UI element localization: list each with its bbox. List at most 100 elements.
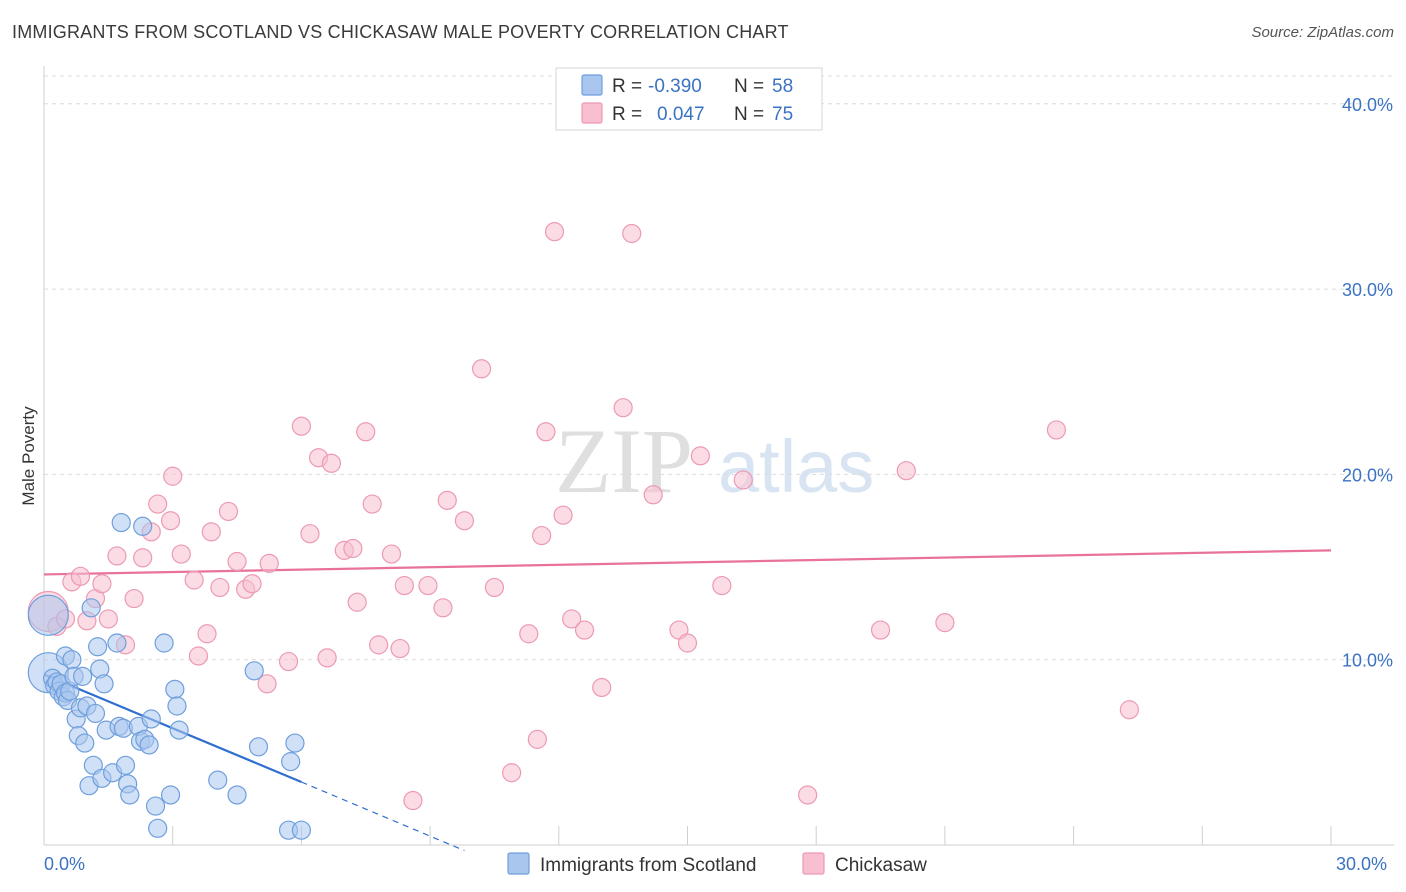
point-chickasaw-31 <box>300 524 320 544</box>
point-scotland-46 <box>160 785 181 805</box>
point-scotland-23 <box>85 703 106 724</box>
watermark-atlas: atlas <box>718 425 874 508</box>
point-chickasaw-9 <box>107 546 127 566</box>
point-scotland-24 <box>88 637 108 657</box>
point-chickasaw-20 <box>197 624 217 644</box>
point-chickasaw-27 <box>257 674 277 694</box>
point-chickasaw-30 <box>291 416 311 436</box>
point-chickasaw-72 <box>1046 420 1067 440</box>
point-scotland-18 <box>75 733 95 753</box>
point-scotland-35 <box>120 785 140 805</box>
point-chickasaw-16 <box>163 466 183 486</box>
point-chickasaw-74 <box>403 790 423 811</box>
point-chickasaw-70 <box>896 461 916 481</box>
bottom-legend-swatch-blue <box>507 852 530 875</box>
point-chickasaw-11 <box>124 588 144 609</box>
legend-n-value-2: 75 <box>772 104 793 125</box>
point-chickasaw-58 <box>574 620 595 640</box>
point-chickasaw-14 <box>148 494 168 514</box>
point-scotland-44 <box>148 818 168 838</box>
point-scotland-27 <box>94 674 114 694</box>
point-chickasaw-59 <box>592 677 612 698</box>
point-chickasaw-15 <box>160 511 181 531</box>
point-chickasaw-38 <box>356 422 376 442</box>
legend-r-value-1: -0.390 <box>648 76 702 97</box>
point-scotland-56 <box>285 733 305 753</box>
point-chickasaw-60 <box>613 398 633 418</box>
point-chickasaw-18 <box>184 570 204 590</box>
point-chickasaw-22 <box>210 577 230 598</box>
bottom-legend-label-scotland: Immigrants from Scotland <box>540 855 756 876</box>
point-chickasaw-17 <box>171 544 191 564</box>
point-chickasaw-64 <box>677 633 698 653</box>
point-chickasaw-46 <box>437 490 457 510</box>
point-scotland-47 <box>165 679 185 699</box>
point-scotland-21 <box>81 598 101 618</box>
trend-lines <box>43 549 1332 852</box>
point-scotland-39 <box>133 516 153 536</box>
point-scotland-57 <box>291 820 311 840</box>
point-chickasaw-66 <box>712 575 732 596</box>
point-chickasaw-21 <box>201 522 221 542</box>
point-chickasaw-55 <box>544 222 565 242</box>
point-scotland-49 <box>169 720 189 740</box>
point-scotland-17 <box>73 666 93 686</box>
y-tick-label-30: 30.0% <box>1342 280 1393 300</box>
point-chickasaw-23 <box>218 501 239 522</box>
point-chickasaw-29 <box>278 651 299 672</box>
point-chickasaw-36 <box>343 538 363 559</box>
point-chickasaw-43 <box>394 575 414 596</box>
chart-title: IMMIGRANTS FROM SCOTLAND VS CHICKASAW MA… <box>12 22 789 42</box>
y-tick-label-20: 20.0% <box>1342 465 1393 485</box>
point-scotland-48 <box>167 696 187 716</box>
x-tick-label-min: 0.0% <box>44 854 85 874</box>
point-chickasaw-26 <box>242 574 262 594</box>
x-tick-label-max: 30.0% <box>1336 854 1387 874</box>
bottom-legend-swatch-pink <box>802 852 825 875</box>
point-chickasaw-61 <box>622 223 642 244</box>
correlation-legend: R = -0.390 N = 58 R = 0.047 N = 75 <box>555 67 823 131</box>
point-chickasaw-24 <box>227 551 247 572</box>
point-chickasaw-51 <box>519 624 539 644</box>
point-scotland-0 <box>27 594 69 636</box>
point-scotland-45 <box>154 633 174 653</box>
legend-n-value-1: 58 <box>772 76 793 97</box>
point-chickasaw-37 <box>347 592 367 612</box>
point-chickasaw-68 <box>798 785 818 805</box>
y-axis-label: Male Poverty <box>19 406 38 506</box>
point-chickasaw-19 <box>188 646 209 666</box>
data-points <box>27 222 1139 840</box>
point-chickasaw-56 <box>553 505 573 525</box>
legend-n-label-2: N = <box>734 104 764 125</box>
point-chickasaw-67 <box>733 470 753 490</box>
point-scotland-53 <box>248 737 269 757</box>
point-chickasaw-41 <box>381 544 402 564</box>
point-chickasaw-34 <box>317 648 337 668</box>
point-chickasaw-8 <box>98 609 118 629</box>
point-chickasaw-57 <box>562 609 582 629</box>
series-legend: Immigrants from Scotland Chickasaw <box>507 852 927 876</box>
point-scotland-33 <box>115 755 136 775</box>
point-scotland-42 <box>141 709 161 729</box>
point-chickasaw-49 <box>484 577 505 598</box>
point-chickasaw-40 <box>369 635 389 655</box>
point-chickasaw-73 <box>1119 700 1139 720</box>
point-chickasaw-12 <box>133 548 153 568</box>
point-chickasaw-69 <box>870 620 891 640</box>
y-tick-label-10: 10.0% <box>1342 651 1393 671</box>
point-chickasaw-53 <box>532 525 552 546</box>
point-scotland-43 <box>145 796 166 816</box>
point-chickasaw-42 <box>390 638 410 659</box>
point-chickasaw-4 <box>70 566 91 586</box>
point-chickasaw-44 <box>418 575 438 596</box>
point-chickasaw-48 <box>471 359 492 379</box>
point-scotland-51 <box>227 785 247 805</box>
point-scotland-52 <box>244 661 264 681</box>
source-label: Source: ZipAtlas.com <box>1251 24 1394 41</box>
point-chickasaw-45 <box>433 598 453 618</box>
legend-swatch-pink <box>581 102 603 124</box>
y-tick-label-40: 40.0% <box>1342 95 1393 115</box>
point-scotland-30 <box>107 633 127 653</box>
point-chickasaw-52 <box>527 729 547 749</box>
point-chickasaw-54 <box>536 422 556 442</box>
